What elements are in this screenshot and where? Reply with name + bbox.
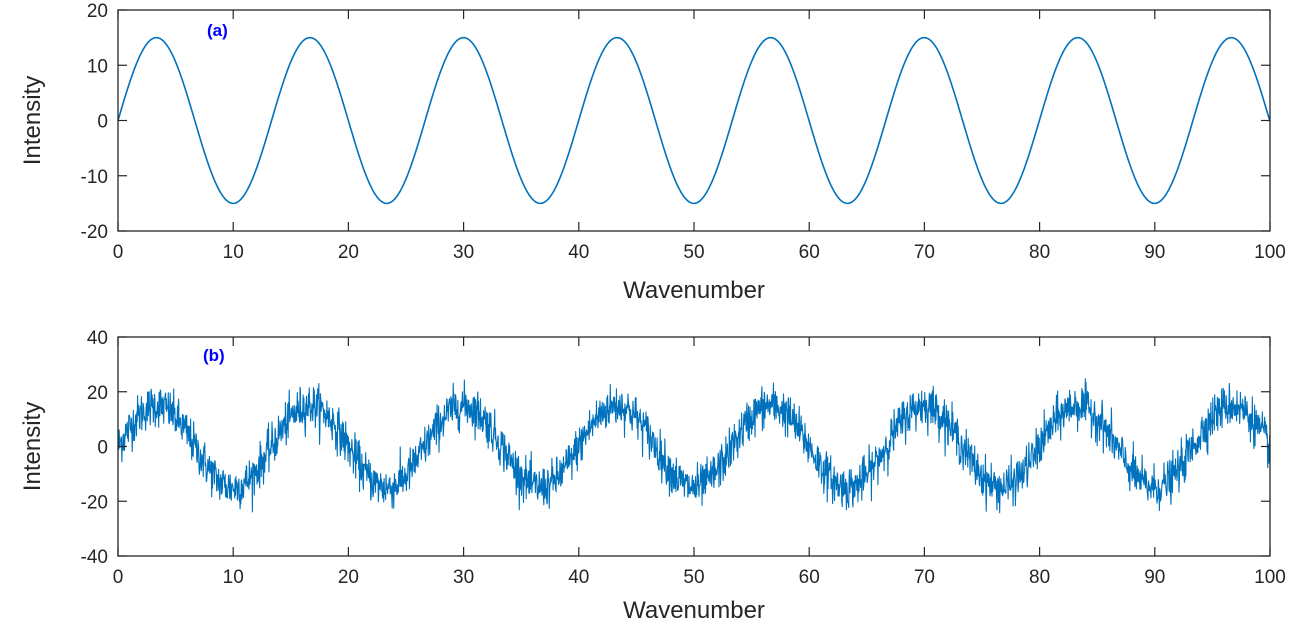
- x-tick-label: 90: [1144, 567, 1165, 588]
- y-tick-label: 10: [87, 56, 108, 77]
- x-tick-label: 100: [1254, 567, 1286, 588]
- ticks-layer: 0 10 20 30 40 50 60 70 80 90 100 -40 -20 0 20 40: [81, 328, 1286, 588]
- y-axis-label: Intensity: [19, 402, 46, 491]
- x-tick-label: 90: [1144, 242, 1165, 263]
- x-tick-label: 30: [453, 242, 474, 263]
- y-tick-label: -10: [81, 167, 108, 188]
- panel-label-a: (a): [207, 21, 228, 40]
- x-tick-label: 80: [1029, 242, 1050, 263]
- x-tick-label: 50: [683, 242, 704, 263]
- plot-frame: [117, 336, 1271, 557]
- x-tick-label: 10: [223, 242, 244, 263]
- panel-a: 0 10 20 30 40 50 60 70 80 90 100 -20 -10 0 10 20 (a) Wa…: [19, 1, 1286, 304]
- panel-label-b: (b): [203, 346, 225, 365]
- series-line-0: [117, 36, 1271, 205]
- x-tick-label: 60: [799, 567, 820, 588]
- y-tick-label: 0: [97, 438, 108, 459]
- x-tick-label: 100: [1254, 242, 1286, 263]
- x-tick-label: 40: [568, 567, 589, 588]
- x-tick-label: 0: [113, 567, 124, 588]
- y-tick-label: -40: [81, 547, 108, 568]
- panel-b: 0 10 20 30 40 50 60 70 80 90 100 -40 -20 0 20 40 (b) Wa…: [19, 328, 1286, 624]
- plot-frame: [117, 9, 1271, 232]
- y-tick-label: -20: [81, 222, 108, 243]
- y-tick-label: 0: [97, 112, 108, 133]
- x-tick-label: 70: [914, 567, 935, 588]
- series-layer: [117, 378, 1271, 514]
- x-tick-label: 10: [223, 567, 244, 588]
- series-layer: [117, 36, 1271, 205]
- x-tick-label: 30: [453, 567, 474, 588]
- x-axis-label: Wavenumber: [623, 597, 765, 624]
- y-tick-label: 40: [87, 328, 108, 349]
- x-tick-label: 0: [113, 242, 124, 263]
- x-tick-label: 20: [338, 567, 359, 588]
- ticks-layer: 0 10 20 30 40 50 60 70 80 90 100 -20 -10 0 10 20: [81, 1, 1286, 263]
- y-tick-label: 20: [87, 383, 108, 404]
- x-tick-label: 60: [799, 242, 820, 263]
- y-tick-label: 20: [87, 1, 108, 22]
- x-tick-label: 70: [914, 242, 935, 263]
- x-axis-label: Wavenumber: [623, 277, 765, 304]
- x-tick-label: 40: [568, 242, 589, 263]
- series-line-0: [117, 378, 1271, 514]
- x-tick-label: 20: [338, 242, 359, 263]
- x-tick-label: 80: [1029, 567, 1050, 588]
- y-axis-label: Intensity: [19, 76, 46, 165]
- y-tick-label: -20: [81, 492, 108, 513]
- x-tick-label: 50: [683, 567, 704, 588]
